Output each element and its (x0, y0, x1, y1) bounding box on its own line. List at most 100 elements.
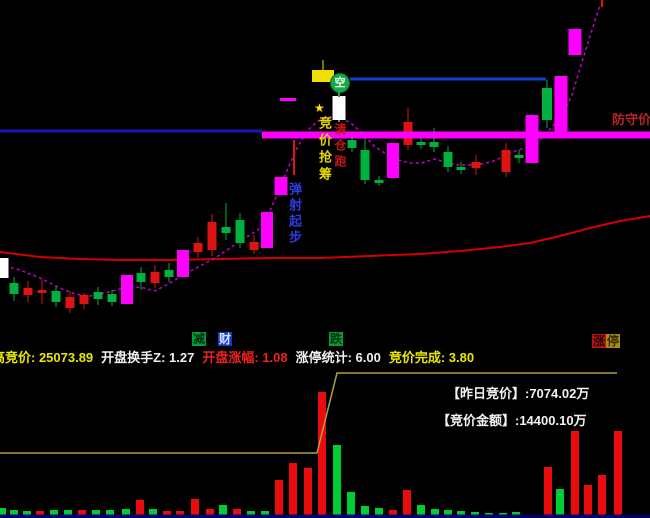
candle-body (429, 142, 439, 147)
open-gain-value: 开盘涨幅: 1.08 (202, 350, 288, 365)
candle-body (193, 243, 203, 252)
volume-bar (304, 468, 312, 515)
candle-body (514, 155, 524, 158)
volume-bar (92, 510, 100, 515)
candle-body (387, 143, 399, 178)
candle-body (65, 297, 75, 308)
candle-body (0, 258, 9, 278)
defense-price-label: 防守价 (612, 112, 650, 127)
auction-amount-line (0, 372, 617, 454)
vertical-label-bid-grab: 竞价抢筹 (317, 116, 332, 184)
volume-bar (584, 485, 592, 515)
volume-bar (36, 511, 44, 515)
candle-body (150, 272, 160, 283)
volume-bar (106, 510, 114, 515)
badge-fall[interactable]: 跌 (329, 332, 343, 346)
candle-body (221, 227, 231, 233)
star-signal-icon: ★ (314, 101, 325, 115)
volume-bar (598, 475, 606, 515)
candle-body (79, 295, 89, 304)
volume-bar (544, 467, 552, 515)
candle-body (207, 222, 217, 250)
candle-body (249, 242, 259, 250)
candle-body (136, 273, 146, 282)
volume-bar (10, 510, 18, 515)
volume-bar (457, 511, 465, 515)
candle-body (274, 177, 288, 195)
volume-bar (233, 509, 241, 515)
volume-bar (361, 506, 369, 515)
candle-body (568, 29, 582, 55)
volume-bar (23, 511, 31, 515)
candle-body (235, 220, 245, 243)
candle-body (416, 142, 426, 145)
auction-done-value: 竞价完成: 3.80 (388, 350, 475, 365)
volume-bar (176, 511, 184, 515)
volume-bar (403, 490, 411, 515)
candle-body (347, 140, 357, 148)
volume-bar (389, 510, 397, 515)
volume-bar (64, 510, 72, 515)
auction-info-bar: 高竞价: 25073.89 开盘换手Z: 1.27 开盘涨幅: 1.08 涨停统… (0, 347, 474, 366)
candle-body (360, 150, 370, 180)
volume-bar (275, 480, 283, 515)
volume-bar (0, 508, 6, 515)
volume-bar (499, 513, 507, 515)
candle-body (93, 292, 103, 299)
red-ma-line (0, 215, 650, 261)
volume-bar (261, 511, 269, 515)
vertical-label-clear-run: 清仓跑 (333, 123, 347, 171)
candle-body (261, 212, 273, 248)
candle-body (280, 98, 296, 101)
volume-bar (219, 505, 227, 515)
high-auction-value: 高竞价: 25073.89 (0, 350, 94, 365)
volume-bar (571, 431, 579, 515)
auction-amount-label: 【竞价金额】:14400.10万 (437, 413, 587, 428)
candle-body (164, 270, 174, 277)
open-turnover-value: 开盘换手Z: 1.27 (101, 350, 195, 365)
volume-bar (444, 510, 452, 515)
short-balloon-icon: 空 (330, 73, 350, 93)
candle-body (471, 162, 481, 168)
candle-body (312, 70, 334, 82)
volume-bar (122, 509, 130, 515)
candle-body (107, 294, 117, 302)
candle-body (9, 283, 19, 294)
short-balloon-stem (338, 91, 340, 97)
volume-bar (206, 509, 214, 515)
candle-body (554, 76, 568, 133)
volume-bar (191, 499, 199, 515)
badge-finance[interactable]: 财 (218, 332, 232, 346)
dashed-ma-line (4, 4, 601, 297)
volume-bar (417, 505, 425, 515)
candle-body (374, 180, 384, 183)
volume-bar (50, 510, 58, 515)
badge-limit-up-1[interactable]: 涨 (592, 334, 606, 348)
volume-bar (78, 510, 86, 515)
volume-bar (471, 512, 479, 515)
volume-bar (136, 500, 144, 515)
candle-body (443, 152, 453, 167)
vertical-label-catapult-start: 弹射起步 (287, 182, 302, 246)
volume-bar (375, 508, 383, 515)
volume-bar (163, 511, 171, 515)
volume-bar (556, 489, 564, 515)
volume-bar (149, 509, 157, 515)
volume-bar (318, 392, 326, 515)
candle-body (456, 167, 466, 170)
volume-bar (614, 431, 622, 515)
volume-bar (347, 492, 355, 515)
candle-body (501, 150, 511, 172)
candle-body (121, 275, 133, 304)
badge-limit-up-2[interactable]: 停 (606, 334, 620, 348)
badge-reduce[interactable]: 减 (192, 332, 206, 346)
candle-body (332, 96, 346, 120)
candle-body (23, 288, 33, 295)
candle-body (37, 290, 47, 293)
candle-body (177, 250, 189, 277)
volume-bar (485, 513, 493, 515)
yesterday-auction-label: 【昨日竞价】:7074.02万 (447, 386, 590, 401)
volume-bar (512, 512, 520, 515)
volume-bar (431, 509, 439, 515)
